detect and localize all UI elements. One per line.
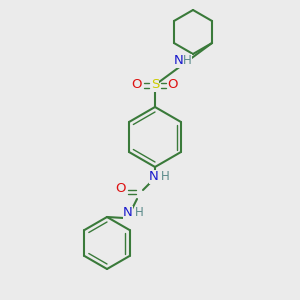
Text: N: N: [174, 55, 183, 68]
Text: O: O: [168, 79, 178, 92]
Text: O: O: [132, 79, 142, 92]
Text: S: S: [151, 79, 159, 92]
Text: N: N: [149, 170, 159, 184]
Text: H: H: [183, 55, 192, 68]
Text: N: N: [123, 206, 133, 220]
Text: H: H: [160, 170, 169, 184]
Text: H: H: [135, 206, 143, 220]
Text: O: O: [115, 182, 125, 194]
